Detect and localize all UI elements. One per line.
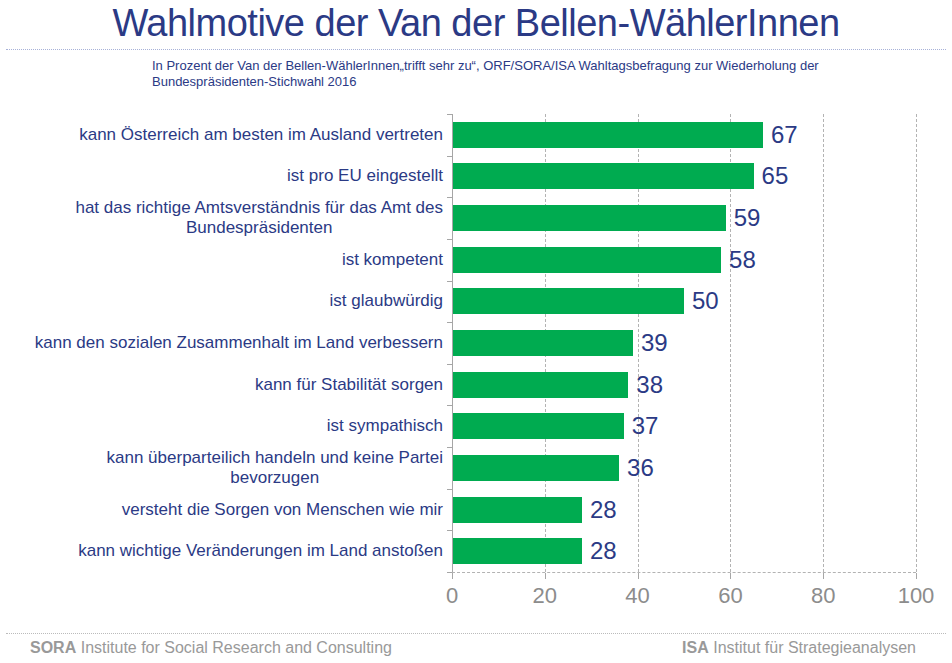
y-tick (447, 405, 453, 406)
x-tick-label: 0 (446, 583, 458, 609)
x-tick (638, 573, 639, 579)
bar-cell: 58 (452, 239, 916, 281)
category-label: kann überparteilich handeln und keine Pa… (0, 447, 452, 489)
bar (452, 413, 624, 439)
x-tick (545, 573, 546, 579)
x-tick-label: 100 (898, 583, 935, 609)
y-tick (447, 197, 453, 198)
bar-cell: 59 (452, 197, 916, 239)
bar-cell: 50 (452, 281, 916, 323)
x-tick (823, 573, 824, 579)
chart-subtitle: In Prozent der Van der Bellen-WählerInne… (152, 58, 912, 91)
value-label: 37 (632, 414, 659, 438)
value-label: 28 (590, 539, 617, 563)
category-label: kann Österreich am besten im Ausland ver… (0, 114, 452, 156)
category-label: kann den sozialen Zusammenhalt im Land v… (0, 322, 452, 364)
x-tick (452, 573, 453, 579)
chart-row: ist glaubwürdig 50 (0, 281, 916, 323)
gridline (916, 114, 917, 572)
bar-cell: 65 (452, 156, 916, 198)
bar-chart: kann Österreich am besten im Ausland ver… (0, 114, 952, 654)
x-tick-label: 20 (533, 583, 557, 609)
bar-cell: 28 (452, 530, 916, 572)
value-label: 38 (636, 373, 663, 397)
category-label: ist sympathisch (0, 405, 452, 447)
bar (452, 288, 684, 314)
footer-right: ISA Institut für Strategieanalysen (682, 639, 916, 657)
bar-cell: 37 (452, 405, 916, 447)
value-label: 39 (641, 331, 668, 355)
value-label: 59 (734, 206, 761, 230)
value-label: 67 (771, 123, 798, 147)
value-label: 36 (627, 456, 654, 480)
chart-row: ist kompetent 58 (0, 239, 916, 281)
chart-row: ist pro EU eingestellt 65 (0, 156, 916, 198)
y-tick (447, 281, 453, 282)
y-tick (447, 114, 453, 115)
x-tick (916, 573, 917, 579)
bar-cell: 28 (452, 489, 916, 531)
sora-brand: SORA (30, 639, 76, 656)
chart-row: kann Österreich am besten im Ausland ver… (0, 114, 916, 156)
y-axis (452, 114, 453, 576)
x-tick-label: 40 (625, 583, 649, 609)
category-label: ist kompetent (0, 239, 452, 281)
category-label: versteht die Sorgen von Menschen wie mir (0, 489, 452, 531)
bar (452, 538, 582, 564)
x-axis: 020406080100 (452, 572, 916, 573)
x-tick-label: 80 (811, 583, 835, 609)
y-tick (447, 530, 453, 531)
chart-row: kann für Stabilität sorgen 38 (0, 364, 916, 406)
category-label: kann wichtige Veränderungen im Land anst… (0, 530, 452, 572)
x-tick-label: 60 (718, 583, 742, 609)
y-tick (447, 447, 453, 448)
y-tick (447, 239, 453, 240)
bar (452, 122, 763, 148)
category-label: hat das richtige Amtsverständnis für das… (0, 197, 452, 239)
value-label: 58 (729, 248, 756, 272)
category-label: kann für Stabilität sorgen (0, 364, 452, 406)
y-tick (447, 156, 453, 157)
value-label: 50 (692, 289, 719, 313)
footer-right-text: Institut für Strategieanalysen (713, 639, 916, 656)
slide: Wahlmotive der Van der Bellen-WählerInne… (0, 0, 952, 663)
chart-row: versteht die Sorgen von Menschen wie mir… (0, 489, 916, 531)
bar (452, 372, 628, 398)
y-tick (447, 322, 453, 323)
footer-separator (6, 633, 946, 634)
bar (452, 455, 619, 481)
bar (452, 330, 633, 356)
bar-cell: 36 (452, 447, 916, 489)
chart-row: kann überparteilich handeln und keine Pa… (0, 447, 916, 489)
footer-left: SORA Institute for Social Research and C… (30, 639, 392, 657)
bar (452, 497, 582, 523)
title-separator (6, 49, 946, 50)
x-tick (730, 573, 731, 579)
chart-row: ist sympathisch 37 (0, 405, 916, 447)
chart-row: hat das richtige Amtsverständnis für das… (0, 197, 916, 239)
y-tick (447, 364, 453, 365)
category-label: ist pro EU eingestellt (0, 156, 452, 198)
value-label: 28 (590, 498, 617, 522)
bar (452, 163, 754, 189)
chart-row: kann den sozialen Zusammenhalt im Land v… (0, 322, 916, 364)
footer-left-text: Institute for Social Research and Consul… (81, 639, 392, 656)
chart-title: Wahlmotive der Van der Bellen-WählerInne… (0, 2, 952, 45)
chart-row: kann wichtige Veränderungen im Land anst… (0, 530, 916, 572)
category-label: ist glaubwürdig (0, 281, 452, 323)
y-tick (447, 489, 453, 490)
bar-cell: 39 (452, 322, 916, 364)
bar (452, 247, 721, 273)
isa-brand: ISA (682, 639, 709, 656)
value-label: 65 (762, 164, 789, 188)
bar (452, 205, 726, 231)
bar-cell: 38 (452, 364, 916, 406)
bar-cell: 67 (452, 114, 916, 156)
rows: kann Österreich am besten im Ausland ver… (0, 114, 916, 572)
